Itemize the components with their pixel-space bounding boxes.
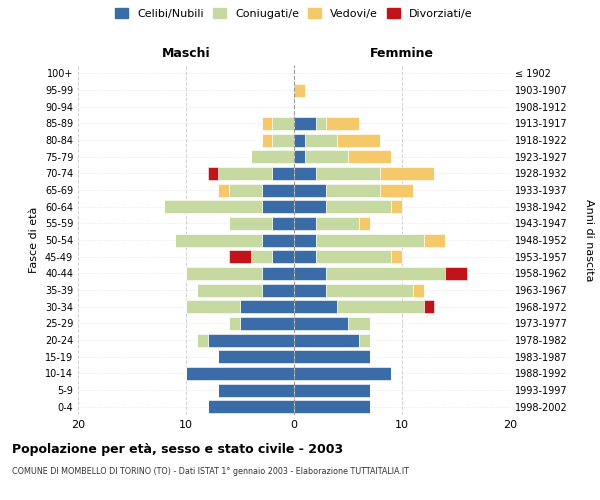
Bar	[197, 334, 208, 346]
Bar	[424, 300, 434, 313]
Bar	[272, 117, 294, 130]
Legend: Celibi/Nubili, Coniugati/e, Vedovi/e, Divorziati/e: Celibi/Nubili, Coniugati/e, Vedovi/e, Di…	[115, 8, 473, 19]
Bar	[208, 400, 294, 413]
Bar	[294, 234, 316, 246]
Bar	[251, 150, 294, 163]
Bar	[251, 250, 272, 263]
Bar	[294, 350, 370, 363]
Bar	[348, 150, 391, 163]
Bar	[316, 217, 359, 230]
Bar	[164, 200, 262, 213]
Bar	[413, 284, 424, 296]
Bar	[348, 317, 370, 330]
Bar	[218, 167, 272, 180]
Bar	[294, 317, 348, 330]
Bar	[337, 134, 380, 146]
Bar	[294, 334, 359, 346]
Bar	[305, 150, 348, 163]
Bar	[391, 200, 402, 213]
Bar	[380, 167, 434, 180]
Bar	[316, 167, 380, 180]
Bar	[186, 367, 294, 380]
Bar	[294, 400, 370, 413]
Bar	[294, 184, 326, 196]
Bar	[240, 300, 294, 313]
Bar	[229, 250, 251, 263]
Bar	[359, 334, 370, 346]
Bar	[218, 350, 294, 363]
Bar	[326, 184, 380, 196]
Bar	[316, 250, 391, 263]
Y-axis label: Anni di nascita: Anni di nascita	[584, 198, 595, 281]
Bar	[229, 217, 272, 230]
Text: Maschi: Maschi	[161, 47, 211, 60]
Bar	[272, 167, 294, 180]
Y-axis label: Fasce di età: Fasce di età	[29, 207, 39, 273]
Text: Popolazione per età, sesso e stato civile - 2003: Popolazione per età, sesso e stato civil…	[12, 442, 343, 456]
Bar	[262, 200, 294, 213]
Bar	[208, 334, 294, 346]
Bar	[262, 134, 272, 146]
Bar	[326, 200, 391, 213]
Bar	[186, 267, 262, 280]
Bar	[186, 300, 240, 313]
Bar	[294, 267, 326, 280]
Bar	[316, 234, 424, 246]
Bar	[208, 167, 218, 180]
Bar	[272, 250, 294, 263]
Bar	[316, 117, 326, 130]
Bar	[229, 184, 262, 196]
Bar	[294, 250, 316, 263]
Bar	[305, 134, 337, 146]
Bar	[380, 184, 413, 196]
Bar	[294, 217, 316, 230]
Bar	[272, 134, 294, 146]
Bar	[326, 284, 413, 296]
Bar	[359, 217, 370, 230]
Bar	[294, 84, 305, 96]
Bar	[326, 117, 359, 130]
Bar	[445, 267, 467, 280]
Bar	[294, 367, 391, 380]
Bar	[326, 267, 445, 280]
Text: Femmine: Femmine	[370, 47, 434, 60]
Bar	[175, 234, 262, 246]
Bar	[262, 284, 294, 296]
Bar	[294, 134, 305, 146]
Bar	[424, 234, 445, 246]
Bar	[294, 300, 337, 313]
Bar	[240, 317, 294, 330]
Bar	[391, 250, 402, 263]
Bar	[294, 200, 326, 213]
Bar	[294, 117, 316, 130]
Bar	[262, 267, 294, 280]
Bar	[197, 284, 262, 296]
Bar	[218, 184, 229, 196]
Bar	[294, 150, 305, 163]
Bar	[294, 284, 326, 296]
Bar	[262, 234, 294, 246]
Bar	[337, 300, 424, 313]
Bar	[272, 217, 294, 230]
Bar	[262, 184, 294, 196]
Bar	[262, 117, 272, 130]
Bar	[294, 167, 316, 180]
Bar	[229, 317, 240, 330]
Bar	[218, 384, 294, 396]
Text: COMUNE DI MOMBELLO DI TORINO (TO) - Dati ISTAT 1° gennaio 2003 - Elaborazione TU: COMUNE DI MOMBELLO DI TORINO (TO) - Dati…	[12, 468, 409, 476]
Bar	[294, 384, 370, 396]
